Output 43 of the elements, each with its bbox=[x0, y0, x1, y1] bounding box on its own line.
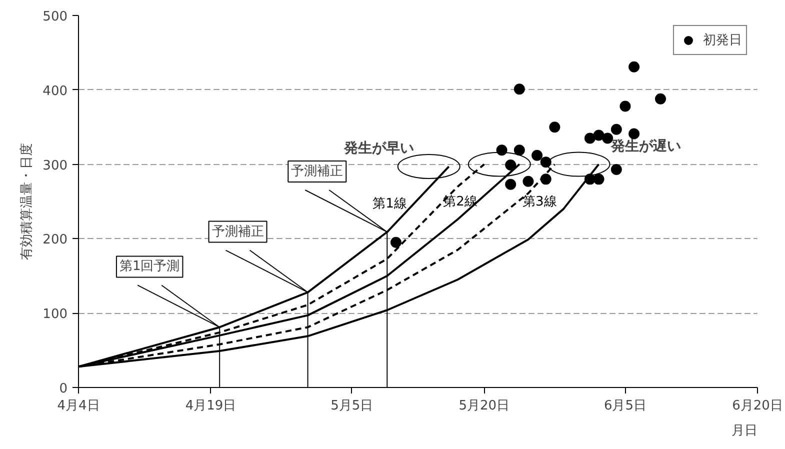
x-tick-label: 5月20日 bbox=[458, 398, 510, 414]
point bbox=[549, 122, 560, 133]
point bbox=[540, 156, 552, 168]
annotation: 予測補正 bbox=[212, 224, 264, 240]
point bbox=[655, 93, 666, 104]
point bbox=[390, 236, 402, 248]
point bbox=[584, 174, 596, 185]
x-axis-title: 月日 bbox=[732, 424, 758, 438]
y-tick-label: 0 bbox=[59, 382, 68, 396]
point bbox=[505, 160, 516, 171]
y-tick-label: 200 bbox=[42, 232, 68, 248]
x-tick-label: 5月5日 bbox=[330, 398, 374, 414]
point bbox=[593, 174, 604, 185]
point bbox=[620, 100, 631, 112]
point bbox=[496, 144, 508, 156]
point bbox=[610, 164, 622, 175]
point bbox=[584, 132, 596, 144]
y-axis-title: 有効積算温量・日度 bbox=[18, 143, 35, 260]
point bbox=[628, 61, 640, 72]
point bbox=[628, 128, 640, 140]
annotation: 予測補正 bbox=[291, 164, 344, 180]
legend-label: 初発日 bbox=[703, 32, 742, 49]
y-tick-label: 100 bbox=[42, 307, 68, 322]
x-tick-label: 6月20日 bbox=[732, 398, 783, 414]
x-tick-label: 4月4日 bbox=[57, 398, 100, 414]
series-label: 第1線 bbox=[372, 196, 407, 212]
point bbox=[505, 178, 516, 190]
point bbox=[593, 130, 604, 141]
x-tick-label: 6月5日 bbox=[604, 398, 647, 414]
y-tick-label: 500 bbox=[42, 10, 68, 24]
x-tick-label: 4月19日 bbox=[185, 398, 236, 414]
annotation: 発生が遅い bbox=[610, 138, 681, 154]
point bbox=[522, 176, 534, 187]
y-tick-label: 400 bbox=[42, 84, 68, 99]
point bbox=[540, 174, 552, 185]
y-tick-label: 300 bbox=[42, 158, 68, 174]
point bbox=[532, 150, 543, 161]
series-label: 第3線 bbox=[522, 194, 557, 210]
point bbox=[610, 124, 622, 135]
annotation: 発生が早い bbox=[342, 140, 414, 157]
point bbox=[514, 84, 525, 95]
annotation: 第1回予測 bbox=[119, 259, 180, 274]
point bbox=[514, 144, 525, 156]
